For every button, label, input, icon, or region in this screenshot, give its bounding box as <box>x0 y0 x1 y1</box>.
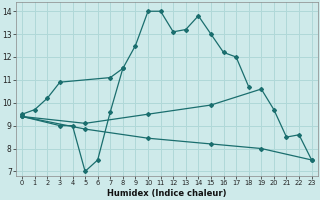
X-axis label: Humidex (Indice chaleur): Humidex (Indice chaleur) <box>107 189 227 198</box>
